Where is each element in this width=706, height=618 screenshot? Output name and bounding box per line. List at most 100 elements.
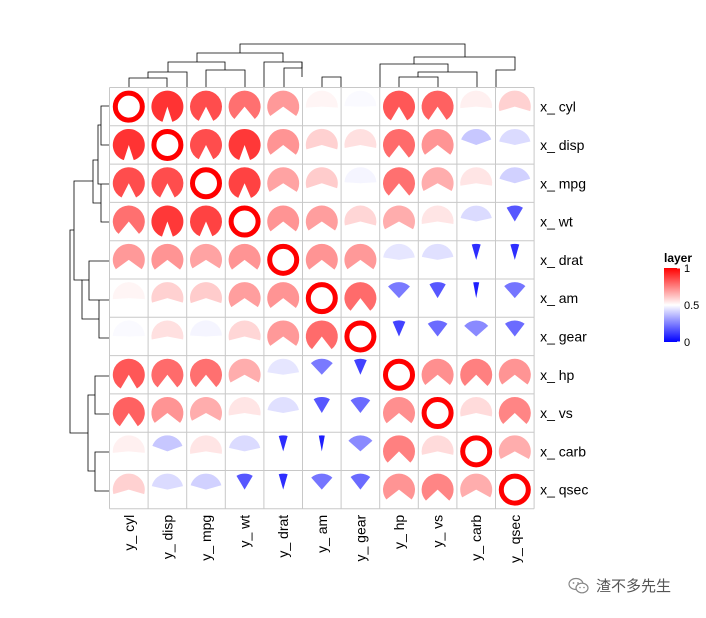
column-labels: y_ cyl y_ disp y_ mpg y_ wt y_ drat y_ am y_ g… — [121, 514, 523, 563]
heatmap-cell — [190, 90, 222, 121]
heatmap-cell — [228, 358, 261, 383]
legend-tick-label: 1 — [684, 263, 690, 275]
heatmap-cell — [382, 473, 415, 500]
column-label: y_ am — [314, 515, 330, 553]
heatmap-cell — [311, 473, 333, 490]
heatmap-cell — [151, 473, 184, 490]
heatmap-cell — [421, 90, 454, 120]
heatmap-cell — [151, 205, 184, 237]
heatmap-cell — [267, 282, 300, 308]
heatmap-cell — [228, 90, 261, 119]
heatmap-cell — [460, 205, 492, 222]
heatmap-cell — [499, 128, 531, 145]
heatmap-cell — [383, 243, 415, 260]
heatmap-cell — [112, 205, 145, 234]
heatmap-cell — [112, 128, 145, 161]
heatmap-cell — [112, 243, 145, 270]
heatmap-cell — [189, 397, 222, 421]
column-label: y_ gear — [352, 514, 368, 561]
legend-colorbar — [664, 268, 680, 342]
heatmap-cell — [421, 167, 454, 191]
column-label: y_ vs — [430, 515, 446, 548]
heatmap-cell — [344, 205, 377, 226]
heatmap-cell — [471, 243, 481, 260]
watermark-text: 渣不多先生 — [596, 577, 672, 595]
heatmap-cell — [383, 358, 415, 391]
heatmap-cell — [278, 473, 288, 490]
heatmap-cell — [305, 205, 338, 231]
heatmap-cell — [228, 397, 261, 416]
heatmap-cell — [498, 90, 531, 112]
heatmap-cell — [112, 473, 145, 495]
heatmap-cell — [228, 435, 261, 452]
heatmap-cell — [499, 167, 531, 184]
heatmap-cell — [344, 320, 377, 353]
heatmap-cell — [498, 358, 531, 385]
column-label: y_ hp — [391, 515, 407, 549]
heatmap-cell — [498, 435, 531, 460]
heatmap-cell — [190, 358, 222, 388]
heatmap-cell — [427, 320, 448, 337]
heatmap-cell — [305, 167, 338, 189]
heatmap-cell — [189, 243, 222, 269]
heatmap-cell — [112, 435, 145, 453]
heatmap-cell — [383, 90, 415, 121]
heatmap-cell — [228, 320, 261, 341]
heatmap-cell — [228, 205, 261, 238]
heatmap-cell — [305, 128, 338, 150]
row-label: x_ drat — [540, 252, 583, 268]
legend-tick-label: 0.5 — [684, 300, 699, 312]
heatmap-cell — [228, 167, 261, 198]
heatmap-cell — [112, 320, 145, 337]
row-label: x_ hp — [540, 367, 574, 383]
heatmap-cell — [388, 282, 410, 299]
heatmap-cell — [460, 90, 493, 109]
heatmap-cell — [510, 243, 520, 260]
heatmap-cell — [498, 397, 531, 424]
heatmap-cell — [267, 243, 300, 276]
heatmap-cell — [473, 282, 480, 299]
heatmap-cell — [190, 435, 222, 454]
heatmap-cell — [151, 397, 184, 423]
heatmap-cell — [460, 435, 493, 468]
wechat-icon — [568, 577, 590, 595]
heatmap-cell — [344, 243, 377, 270]
heatmap-cell — [190, 473, 222, 490]
heatmap-cell — [354, 358, 367, 375]
heatmap-cell — [305, 320, 338, 350]
heatmap-cell — [305, 90, 338, 108]
heatmap-cell — [318, 435, 325, 452]
heatmap-cell — [278, 435, 288, 452]
column-label: y_ drat — [275, 515, 291, 558]
heatmap-cell — [267, 167, 300, 192]
heatmap-cell — [151, 90, 184, 122]
heatmap-cell — [310, 358, 333, 375]
heatmap-cell — [228, 243, 261, 270]
column-label: y_ wt — [237, 515, 253, 548]
heatmap-cell — [350, 473, 371, 490]
heatmap-cell — [348, 435, 373, 452]
heatmap-cell — [267, 128, 300, 155]
column-dendrogram — [128, 43, 516, 87]
heatmap-cell — [151, 358, 184, 388]
heatmap-cell — [344, 282, 377, 311]
color-legend: layer 10.50 — [664, 251, 699, 349]
heatmap-cell — [305, 243, 338, 270]
heatmap-cell — [228, 128, 261, 160]
legend-tick-label: 0 — [684, 337, 690, 349]
heatmap-cell — [236, 473, 253, 490]
heatmap-cell — [112, 397, 145, 427]
heatmap-cell — [151, 167, 184, 198]
heatmap-cell — [464, 320, 489, 337]
heatmap-cell — [383, 128, 415, 158]
heatmap-cell — [344, 90, 377, 107]
heatmap-cell — [460, 358, 493, 387]
heatmap-cell — [344, 128, 377, 148]
row-label: x_ mpg — [540, 175, 586, 191]
heatmap-cell — [267, 205, 300, 232]
heatmap-cell — [460, 473, 493, 498]
row-label: x_ carb — [540, 443, 586, 459]
row-label: x_ gear — [540, 328, 587, 344]
row-dendrogram — [69, 105, 109, 492]
